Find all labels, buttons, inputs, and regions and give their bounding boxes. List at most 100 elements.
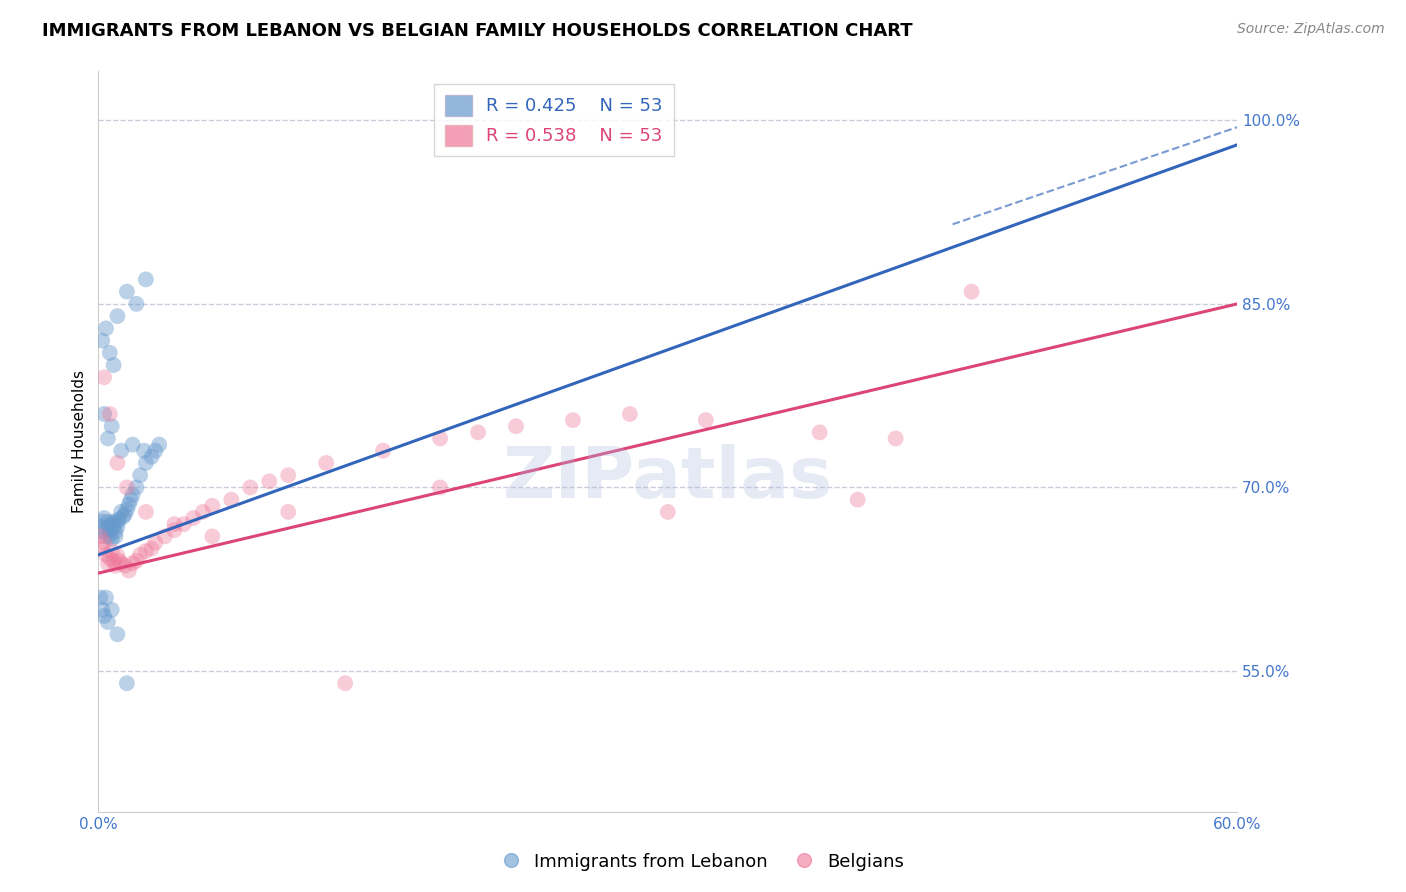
Point — [91, 334, 114, 348]
Point — [135, 456, 157, 470]
Point — [107, 627, 129, 641]
Point — [100, 419, 122, 434]
Point — [619, 407, 641, 421]
Point — [93, 524, 115, 539]
Point — [103, 515, 125, 529]
Point — [315, 456, 337, 470]
Point — [114, 558, 136, 573]
Point — [91, 541, 114, 556]
Point — [100, 544, 122, 558]
Point — [107, 456, 129, 470]
Point — [135, 505, 157, 519]
Point — [112, 509, 135, 524]
Point — [132, 443, 155, 458]
Point — [107, 519, 129, 533]
Point — [100, 517, 122, 532]
Point — [93, 407, 115, 421]
Point — [110, 557, 132, 571]
Point — [91, 603, 114, 617]
Text: Source: ZipAtlas.com: Source: ZipAtlas.com — [1237, 22, 1385, 37]
Point — [94, 321, 117, 335]
Point — [277, 468, 299, 483]
Point — [125, 480, 148, 494]
Point — [148, 437, 170, 451]
Legend: Immigrants from Lebanon, Belgians: Immigrants from Lebanon, Belgians — [495, 846, 911, 879]
Point — [114, 508, 136, 522]
Point — [110, 505, 132, 519]
Point — [121, 488, 143, 502]
Point — [145, 443, 167, 458]
Point — [93, 535, 115, 549]
Point — [115, 502, 138, 516]
Point — [108, 554, 131, 568]
Point — [221, 492, 243, 507]
Point — [118, 498, 141, 512]
Point — [259, 475, 281, 489]
Point — [103, 358, 125, 372]
Point — [135, 544, 157, 558]
Point — [93, 608, 115, 623]
Point — [173, 517, 195, 532]
Point — [163, 523, 186, 537]
Point — [98, 407, 121, 421]
Point — [201, 499, 224, 513]
Point — [94, 591, 117, 605]
Point — [94, 529, 117, 543]
Point — [107, 515, 129, 529]
Point — [89, 529, 111, 543]
Point — [135, 272, 157, 286]
Point — [108, 512, 131, 526]
Point — [94, 548, 117, 562]
Point — [107, 549, 129, 563]
Point — [141, 450, 163, 464]
Point — [98, 523, 121, 537]
Point — [97, 515, 120, 529]
Point — [97, 432, 120, 446]
Point — [191, 505, 214, 519]
Point — [121, 437, 143, 451]
Point — [98, 529, 121, 543]
Point — [505, 419, 527, 434]
Point — [97, 557, 120, 571]
Point — [118, 564, 141, 578]
Point — [695, 413, 717, 427]
Point — [562, 413, 585, 427]
Point — [145, 535, 167, 549]
Point — [121, 557, 143, 571]
Point — [93, 370, 115, 384]
Point — [884, 432, 907, 446]
Point — [657, 505, 679, 519]
Point — [201, 529, 224, 543]
Point — [153, 529, 176, 543]
Point — [100, 532, 122, 546]
Point — [98, 346, 121, 360]
Text: ZIPatlas: ZIPatlas — [503, 444, 832, 513]
Point — [97, 615, 120, 629]
Point — [239, 480, 262, 494]
Point — [115, 676, 138, 690]
Point — [97, 519, 120, 533]
Point — [115, 285, 138, 299]
Point — [125, 554, 148, 568]
Point — [429, 432, 451, 446]
Point — [120, 492, 142, 507]
Point — [93, 511, 115, 525]
Text: IMMIGRANTS FROM LEBANON VS BELGIAN FAMILY HOUSEHOLDS CORRELATION CHART: IMMIGRANTS FROM LEBANON VS BELGIAN FAMIL… — [42, 22, 912, 40]
Point — [335, 676, 357, 690]
Point — [98, 551, 121, 566]
Legend: R = 0.425    N = 53, R = 0.538    N = 53: R = 0.425 N = 53, R = 0.538 N = 53 — [434, 84, 673, 156]
Point — [371, 443, 394, 458]
Point — [125, 297, 148, 311]
Point — [104, 558, 127, 573]
Point — [89, 591, 111, 605]
Y-axis label: Family Households: Family Households — [72, 370, 87, 513]
Point — [89, 519, 111, 533]
Point — [103, 554, 125, 568]
Point — [103, 519, 125, 533]
Point — [91, 515, 114, 529]
Point — [107, 309, 129, 323]
Point — [115, 480, 138, 494]
Point — [960, 285, 983, 299]
Point — [808, 425, 831, 440]
Point — [129, 548, 152, 562]
